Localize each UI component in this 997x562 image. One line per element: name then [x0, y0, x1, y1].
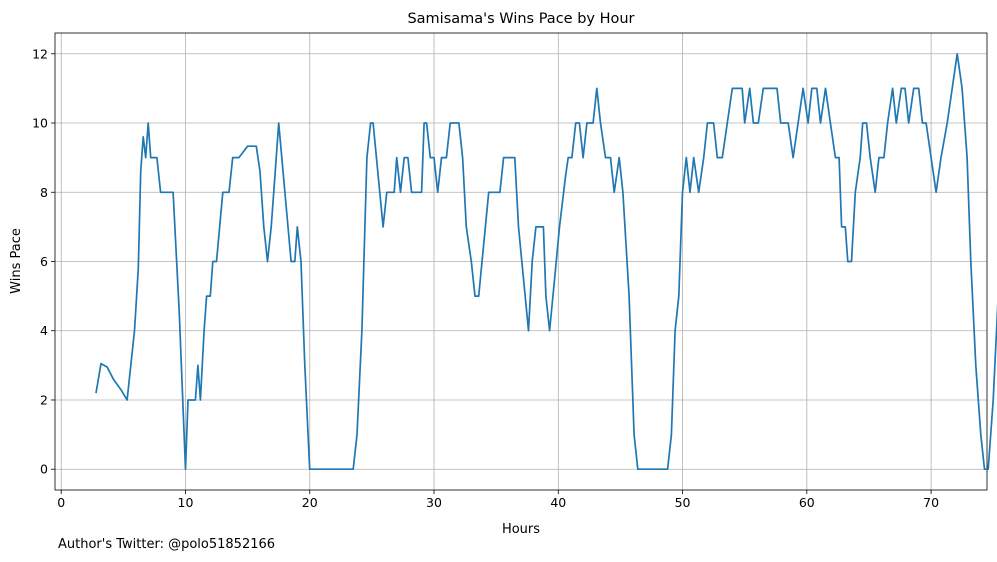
- x-axis: 0 10 20 30 40 50 60 70: [57, 490, 939, 510]
- x-tick-label: 50: [675, 495, 691, 510]
- y-tick-label: 2: [40, 392, 48, 407]
- chart-title: Samisama's Wins Pace by Hour: [407, 11, 634, 27]
- grid: [55, 33, 987, 490]
- series-group: [95, 52, 997, 471]
- x-tick-label: 70: [923, 495, 939, 510]
- y-tick-label: 8: [40, 185, 48, 200]
- y-tick-label: 0: [40, 462, 48, 477]
- x-axis-label: Hours: [502, 522, 540, 537]
- wins-pace-line: [95, 52, 997, 471]
- y-tick-label: 12: [32, 46, 48, 61]
- author-credit: Author's Twitter: @polo51852166: [58, 537, 276, 552]
- y-axis: 0 2 4 6 8 10 12: [32, 46, 55, 477]
- x-tick-label: 20: [302, 495, 318, 510]
- y-tick-label: 4: [40, 323, 48, 338]
- y-tick-label: 6: [40, 254, 48, 269]
- x-tick-label: 60: [799, 495, 815, 510]
- x-tick-label: 30: [426, 495, 442, 510]
- x-tick-label: 40: [550, 495, 566, 510]
- y-axis-label: Wins Pace: [9, 228, 24, 294]
- y-tick-label: 10: [32, 116, 48, 131]
- x-tick-label: 10: [178, 495, 194, 510]
- x-tick-label: 0: [57, 495, 65, 510]
